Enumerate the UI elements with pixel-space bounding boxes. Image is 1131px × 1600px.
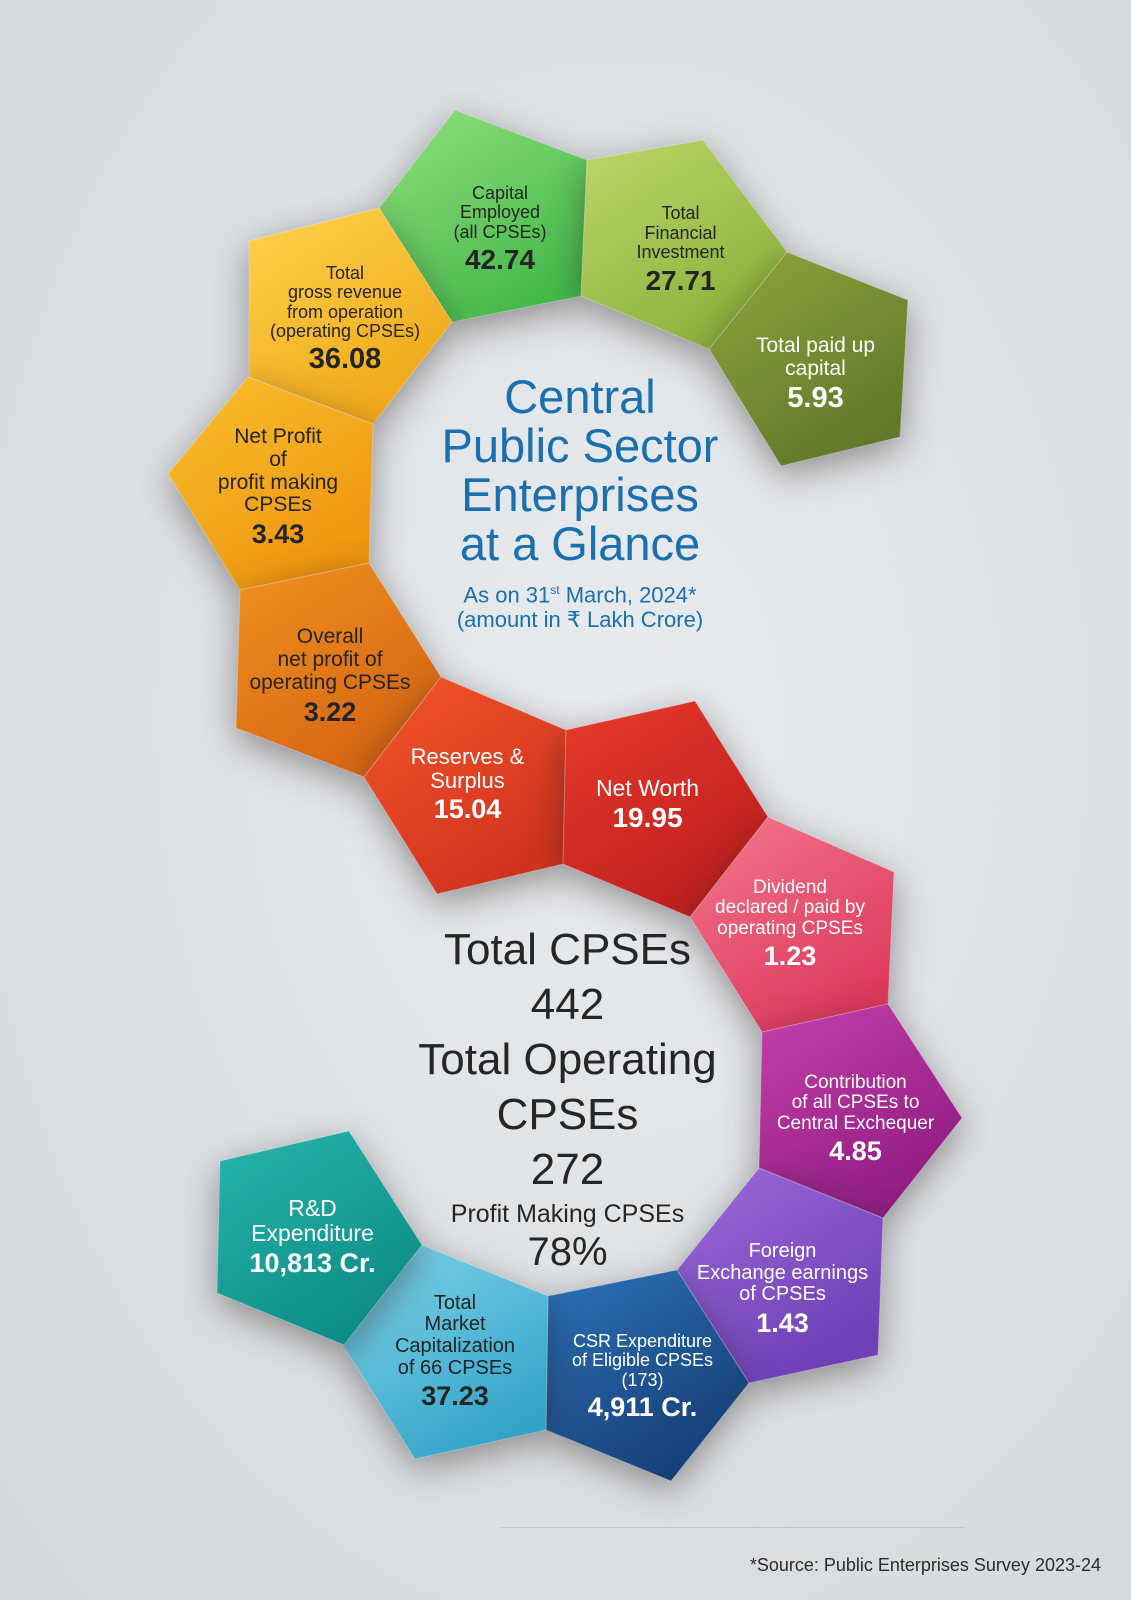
tile-label-line: Total [433,1291,477,1314]
tile-label-line: Total [661,203,700,224]
tile-label-line: R&D [288,1195,337,1222]
total-cpses-value: 442 [530,980,605,1029]
tile-label-line: Dividend [753,876,827,898]
tile-label-line: Financial [644,222,717,243]
as-on-date: As on 31st March, 2024* [415,578,745,607]
tile-label-line: (173) [621,1369,664,1390]
tile-value: 3.22 [303,696,357,727]
tile-foreign-exchange: Foreign Exchange earnings of CPSEs 1.43 [685,1225,880,1355]
tile-label-line: Capitalization [394,1335,516,1357]
pentagon-total-paid-up-capital [708,251,909,467]
tile-label-line: Reserves & [410,743,525,769]
tile-label-line: of all CPSEs to [791,1092,920,1114]
tile-value: 27.71 [645,264,716,296]
tile-value: 1.23 [763,941,817,972]
total-operating-value: 272 [530,1145,605,1194]
tile-label-line: Investment [636,242,725,263]
tile-label-line: Net Worth [595,774,700,801]
tile-value: 4.85 [829,1136,882,1167]
source-note: *Source: Public Enterprises Survey 2023-… [749,1555,1101,1575]
tile-value: 36.08 [308,343,382,376]
tile-total-paid-up-capital: Total paid up capital 5.93 [728,320,903,430]
tile-value: 4,911 Cr. [587,1392,698,1423]
tile-label-line: profit making [217,470,339,494]
tile-label-line: CSR Expenditure [572,1330,713,1351]
tile-value: 10,813 Cr. [249,1247,376,1278]
tile-label-line: capital [785,356,846,380]
tile-market-capitalization: Total Market Capitalization of 66 CPSEs 37.2… [365,1280,545,1425]
tile-label-line: CPSEs [244,493,312,517]
total-cpses-label: Total CPSEs [444,925,691,974]
tile-label-line: gross revenue [287,282,403,303]
tile-label-line: Employed [459,202,541,223]
tile-label-line: from operation [286,301,404,322]
total-operating-label-2: CPSEs [496,1090,639,1139]
pentagon-contribution-exchequer [758,1003,963,1219]
title-line-3: Enterprises [461,468,699,521]
tile-net-profit-profit-making: Net Profit of profit making CPSEs 3.43 [183,412,373,564]
tile-overall-net-profit: Overall net profit of operating CPSEs 3.22 [230,617,430,737]
pentagon-total-gross-revenue [248,207,453,425]
as-on-prefix: As on 31 [463,582,551,608]
tile-label-line: Contribution [804,1071,907,1093]
footer-divider [500,1527,965,1528]
tile-value: 3.43 [251,518,305,549]
tile-label-line: of 66 CPSEs [397,1356,513,1379]
pentagon-capital-employed [378,109,588,323]
tile-total-financial-investment: Total Financial Investment 27.71 [598,188,763,313]
tile-label-line: Capital [471,182,529,203]
tile-value: 1.43 [756,1307,809,1338]
tile-label-line: Overall [296,625,364,649]
total-operating-label: Total Operating [418,1035,717,1084]
tile-value: 15.04 [433,794,502,825]
tile-total-gross-revenue: Total gross revenue from operation (operati… [245,245,445,395]
amount-unit-note: (amount in ₹ Lakh Crore) [456,607,704,633]
pentagon-foreign-exchange [676,1167,884,1384]
tile-label-line: operating CPSEs [717,917,863,939]
tile-csr-expenditure: CSR Expenditure of Eligible CPSEs (173) 4,9… [555,1315,730,1440]
tile-contribution-exchequer: Contribution of all CPSEs to Central Exche… [758,1060,953,1180]
tile-label-line: Central Exchequer [776,1112,935,1134]
tile-label-line: Foreign [748,1240,817,1263]
tile-label-line: Total paid up [755,333,876,357]
tile-label-line: of [269,447,287,471]
tile-label-line: operating CPSEs [249,670,411,694]
tile-label-line: Net Profit [234,425,322,449]
as-on-sup: st [550,583,560,597]
tile-reserves-surplus: Reserves & Surplus 15.04 [380,735,555,835]
cpse-totals: Total CPSEs 442 Total Operating CPSEs 27… [395,922,740,1275]
title-line-4: at a Glance [459,517,701,570]
tile-label-line: Expenditure [251,1220,374,1246]
tile-label-line: of CPSEs [739,1283,826,1306]
pentagon-rd-expenditure [216,1130,423,1346]
tile-dividend: Dividend declared / paid by operating CPSE… [700,865,880,985]
tile-rd-expenditure: R&D Expenditure 10,813 Cr. [225,1175,400,1300]
tile-capital-employed: Capital Employed (all CPSEs) 42.74 [405,160,595,300]
tile-label-line: (all CPSEs) [453,221,547,242]
tile-label-line: declared / paid by [715,897,865,919]
title-line-1: Central [504,370,656,423]
tile-label-line: (operating CPSEs) [269,320,421,341]
tile-value: 5.93 [787,382,844,415]
infographic-title: Central Public Sector Enterprises at a G… [415,372,745,632]
tile-net-worth: Net Worth 19.95 [565,770,730,840]
tile-label-line: Market [424,1313,486,1336]
tile-value: 37.23 [421,1381,489,1412]
as-on-suffix: March, 2024* [559,582,697,608]
tile-value: 42.74 [464,244,536,276]
tile-label-line: Exchange earnings [696,1261,869,1284]
tile-label-line: of Eligible CPSEs [571,1350,714,1371]
pentagon-dividend [689,816,895,1033]
tile-label-line: Total [325,262,365,283]
tile-label-line: Surplus [430,767,505,793]
profit-making-value: 78% [527,1230,608,1274]
profit-making-label: Profit Making CPSEs [450,1200,685,1228]
tile-value: 19.95 [612,802,683,834]
title-line-2: Public Sector [441,419,719,472]
tile-label-line: net profit of [277,648,383,672]
